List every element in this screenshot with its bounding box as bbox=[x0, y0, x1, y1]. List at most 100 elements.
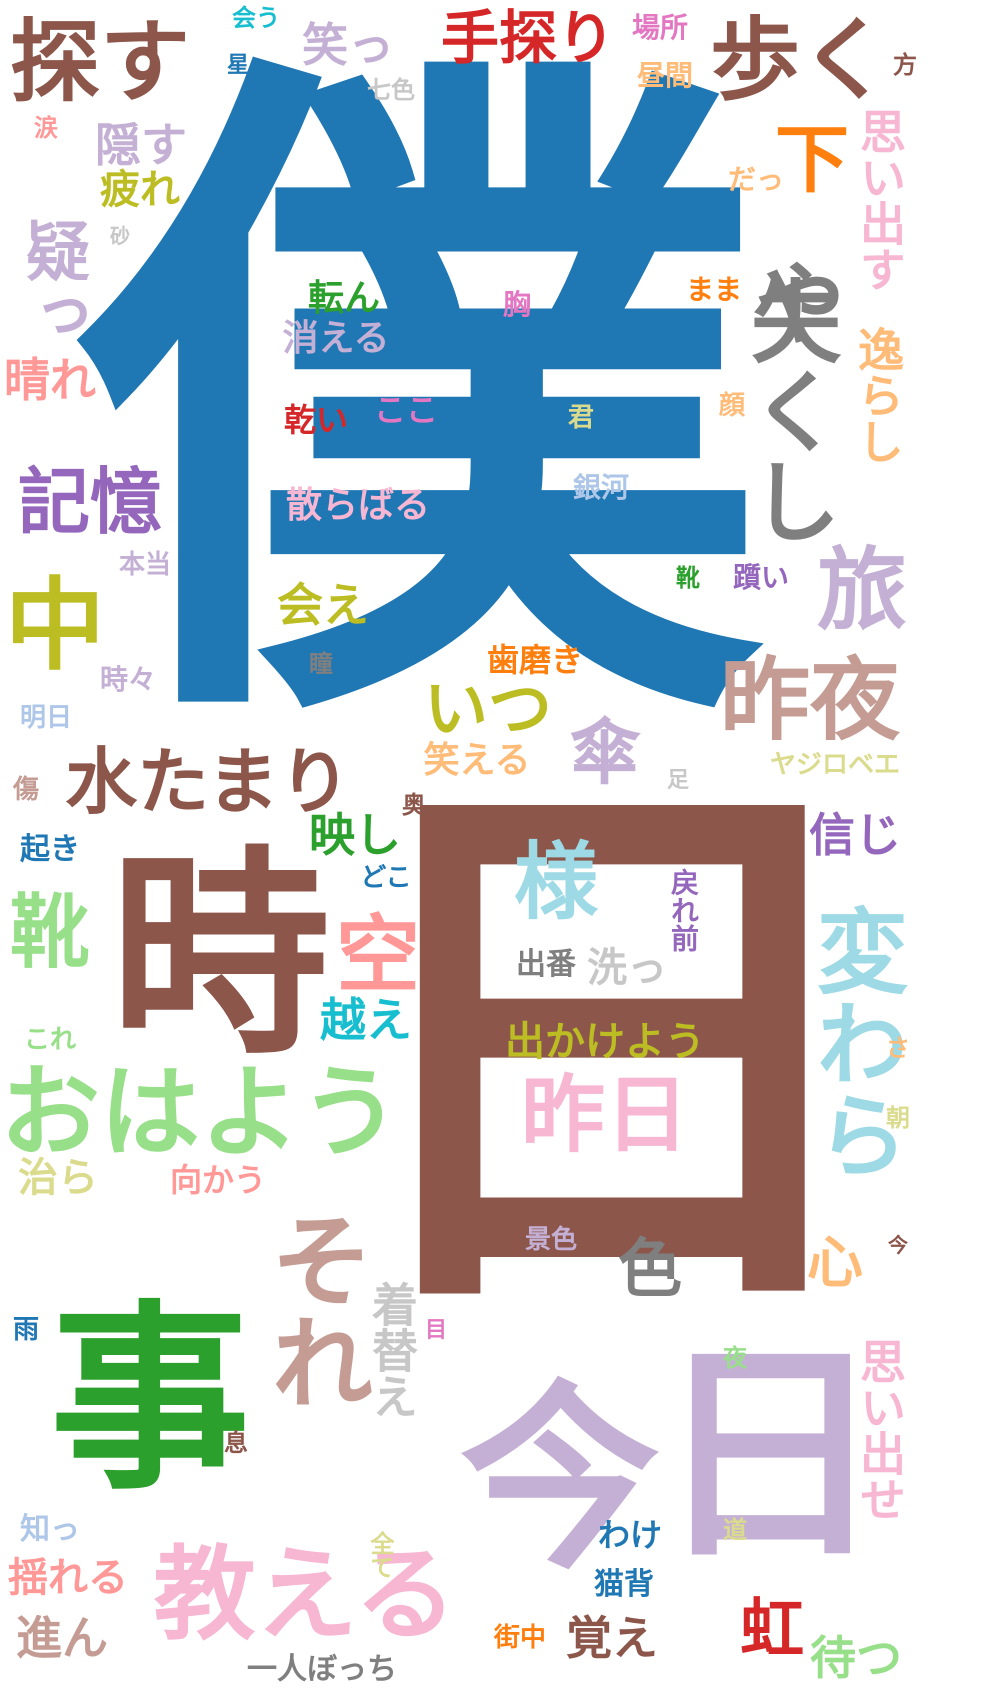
word-kata: 方 bbox=[893, 50, 917, 79]
word-tabi: 旅 bbox=[817, 537, 907, 643]
word-suna: 砂 bbox=[110, 224, 130, 248]
word-nekoze: 猫背 bbox=[594, 1567, 654, 1602]
word-tokidoki: 時々 bbox=[99, 663, 157, 696]
word-kieru: 消える bbox=[282, 317, 390, 359]
word-niji: 虹 bbox=[740, 1592, 804, 1667]
word-sama: 様 bbox=[513, 832, 599, 931]
word-hare: 晴れ bbox=[4, 353, 96, 407]
word-modoremae: 戻れ前 bbox=[667, 868, 700, 952]
word-tsukare: 疲れ bbox=[100, 166, 180, 213]
word-kigae: 着替え bbox=[365, 1281, 419, 1419]
word-aratte: 洗っ bbox=[587, 944, 667, 991]
word-aruku: 歩く bbox=[710, 7, 890, 113]
word-namida: 涙 bbox=[34, 113, 58, 142]
word-tsumazui: 躓い bbox=[732, 561, 790, 594]
word-ima-small: 今 bbox=[888, 1233, 908, 1257]
word-oshieru: 教える bbox=[153, 1535, 457, 1655]
word-koronde: 転ん bbox=[307, 277, 381, 319]
word-oku: 奥 bbox=[402, 790, 426, 819]
word-kakusu: 隠す bbox=[95, 118, 187, 172]
word-kasa: 傘 bbox=[568, 709, 642, 794]
word-sore: それ bbox=[254, 1208, 374, 1412]
word-hiruma: 昼間 bbox=[636, 59, 694, 92]
word-boku: 僕 bbox=[80, 1, 760, 799]
word-datte: だっ bbox=[727, 163, 785, 196]
word-yureru: 揺れる bbox=[8, 1554, 128, 1601]
word-shinji: 信じ bbox=[809, 808, 901, 862]
word-waratte: 笑っ bbox=[302, 18, 394, 72]
word-asa: 朝 bbox=[886, 1103, 910, 1132]
word-mizutamari: 水たまり bbox=[65, 739, 351, 824]
word-hitomi: 瞳 bbox=[309, 649, 333, 678]
word-kinou: 昨日 bbox=[520, 1065, 690, 1164]
word-oki: 起き bbox=[20, 832, 80, 867]
word-kokoro: 心 bbox=[807, 1230, 863, 1296]
word-ashi: 足 bbox=[666, 767, 690, 793]
word-ya: や bbox=[755, 252, 845, 358]
word-dekakeyou: 出かけよう bbox=[505, 1018, 705, 1065]
word-kawaita: 乾い bbox=[283, 401, 349, 439]
word-hontou: 本当 bbox=[118, 550, 172, 580]
word-utagatte: 疑っ bbox=[15, 218, 90, 346]
word-ame: 雨 bbox=[12, 1315, 40, 1345]
word-mukau: 向かう bbox=[169, 1161, 267, 1199]
word-michi: 道 bbox=[723, 1515, 747, 1544]
word-yajirobee: ヤジロベエ bbox=[769, 750, 901, 780]
word-wake: わけ bbox=[597, 1516, 663, 1554]
word-ae: 会え bbox=[277, 578, 369, 632]
word-waraeru: 笑える bbox=[423, 739, 531, 781]
word-omoidasu: 思い出す bbox=[853, 108, 907, 292]
word-kao: 顔 bbox=[718, 391, 746, 421]
word-chirabaru: 散らばる bbox=[285, 484, 431, 526]
word-keshiki: 景色 bbox=[524, 1225, 578, 1255]
word-koko: ここ bbox=[373, 391, 439, 429]
word-naka: 中 bbox=[5, 566, 105, 684]
word-kore: これ bbox=[23, 1025, 77, 1055]
word-sagasu: 探す bbox=[10, 9, 190, 115]
word-susunde: 進ん bbox=[16, 1611, 108, 1665]
word-nanairo: 七色 bbox=[367, 75, 415, 104]
word-nakushi: 失くし bbox=[735, 275, 841, 545]
word-shitte: 知っ bbox=[20, 1512, 80, 1547]
word-utsushi: 映し bbox=[309, 808, 401, 862]
word-basho: 場所 bbox=[631, 11, 689, 44]
word-tesaguri: 手探り bbox=[440, 4, 616, 72]
word-me: 目 bbox=[424, 1317, 448, 1343]
word-deban: 出番 bbox=[516, 947, 576, 982]
word-hi-large: 日 bbox=[330, 721, 890, 1379]
word-hitoribocchi: 一人ぼっち bbox=[247, 1652, 397, 1687]
word-ohayou: おはよう bbox=[0, 1053, 400, 1171]
word-ashita: 明日 bbox=[19, 703, 73, 733]
word-itsu: いつ bbox=[424, 672, 552, 747]
word-kawara: 変わら bbox=[801, 904, 909, 1180]
word-koe: 越え bbox=[320, 993, 412, 1047]
word-mama: まま bbox=[685, 273, 743, 306]
word-yoru: 夜 bbox=[723, 1343, 747, 1372]
word-doko: どこ bbox=[360, 863, 412, 893]
word-machinaka: 街中 bbox=[493, 1623, 547, 1653]
word-hi-lavender: 日 bbox=[654, 1320, 886, 1590]
word-sorashi: 逸らし bbox=[851, 326, 905, 464]
word-sakuya: 昨夜 bbox=[720, 647, 900, 753]
word-ima: 今 bbox=[459, 1362, 661, 1597]
word-koto: 事 bbox=[49, 1282, 251, 1517]
word-sora: 空 bbox=[335, 905, 421, 1004]
word-sa: さ bbox=[886, 1033, 910, 1062]
word-kimi: 君 bbox=[567, 403, 595, 433]
word-omoidase: 思い出せ bbox=[853, 1338, 907, 1522]
word-shita: 下 bbox=[775, 117, 849, 203]
word-matsu: 待つ bbox=[810, 1631, 902, 1685]
word-hoshi: 星 bbox=[226, 52, 250, 78]
word-kutsu-large: 靴 bbox=[10, 885, 90, 979]
word-kutsu-small: 靴 bbox=[676, 563, 700, 592]
word-kizu: 傷 bbox=[12, 775, 40, 805]
word-oboe: 覚え bbox=[566, 1611, 658, 1665]
word-au: 会う bbox=[232, 3, 280, 32]
word-ginga: 銀河 bbox=[572, 471, 630, 504]
word-iro: 色 bbox=[618, 1232, 682, 1307]
word-iki: 息 bbox=[224, 1428, 248, 1457]
word-hamigaki: 歯磨き bbox=[486, 641, 584, 679]
word-subete: 全て bbox=[366, 1531, 395, 1579]
word-kioku: 記憶 bbox=[17, 459, 163, 544]
